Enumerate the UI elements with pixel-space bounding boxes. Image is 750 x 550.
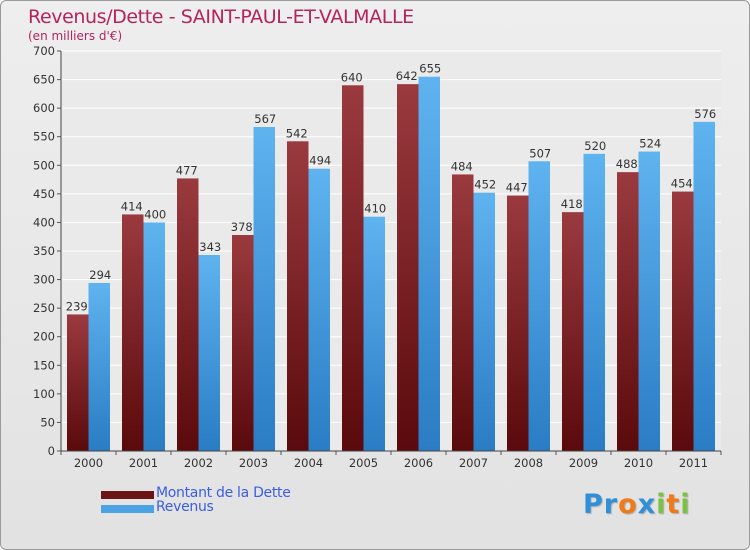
y-tick-label: 550: [33, 130, 55, 144]
y-tick-label: 600: [33, 101, 55, 115]
logo-letter: x: [637, 489, 657, 520]
data-label: 494: [309, 154, 331, 168]
x-tick-label: 2005: [349, 456, 378, 470]
bar-revenus: [88, 283, 110, 451]
y-tick-label: 350: [33, 244, 55, 258]
data-label: 400: [144, 207, 166, 221]
bar-revenus: [198, 255, 220, 451]
y-tick-label: 200: [33, 330, 55, 344]
y-tick-label: 250: [33, 301, 55, 315]
data-label: 488: [616, 157, 638, 171]
bar-dette: [67, 314, 89, 451]
proxiti-logo: Proxiti: [583, 489, 691, 520]
bar-dette: [342, 85, 364, 452]
bar-revenus: [418, 76, 440, 451]
bar-dette: [562, 212, 584, 451]
data-label: 447: [506, 181, 528, 195]
chart-title: Revenus/Dette - SAINT-PAUL-ET-VALMALLE: [28, 6, 414, 28]
legend-swatch-dette: [101, 491, 154, 499]
data-label: 576: [694, 107, 716, 121]
x-tick-label: 2009: [569, 456, 598, 470]
bar-revenus: [638, 151, 660, 452]
y-tick-label: 400: [33, 215, 55, 229]
data-label: 520: [584, 139, 606, 153]
bar-dette: [452, 174, 474, 451]
data-label: 642: [396, 69, 418, 83]
legend-label-dette: Montant de la Dette: [156, 485, 291, 501]
data-label: 524: [639, 137, 661, 151]
bar-revenus: [473, 192, 495, 451]
bar-dette: [617, 172, 639, 451]
bar-revenus: [583, 153, 605, 451]
bar-revenus: [528, 161, 550, 452]
data-label: 454: [671, 177, 693, 191]
bar-dette: [397, 84, 419, 452]
data-label: 484: [451, 159, 473, 173]
x-tick-label: 2010: [624, 456, 653, 470]
data-label: 542: [286, 126, 308, 140]
y-tick-label: 650: [33, 73, 55, 87]
x-tick-label: 2006: [404, 456, 433, 470]
x-tick-label: 2011: [679, 456, 708, 470]
chart-subtitle: (en milliers d'€): [28, 29, 123, 43]
y-tick-label: 700: [33, 44, 55, 58]
logo-letter: i: [680, 489, 691, 520]
data-label: 294: [89, 268, 111, 282]
x-tick-label: 2004: [294, 456, 323, 470]
x-tick-label: 2007: [459, 456, 488, 470]
y-tick-label: 0: [48, 444, 55, 458]
logo-letter: o: [618, 489, 638, 520]
y-tick-label: 300: [33, 273, 55, 287]
logo-letter: t: [666, 489, 681, 520]
data-label: 655: [419, 62, 441, 76]
data-label: 239: [66, 299, 88, 313]
x-tick-label: 2000: [74, 456, 103, 470]
bar-dette: [177, 178, 199, 451]
y-tick-label: 50: [40, 415, 55, 429]
logo-letter: r: [603, 489, 619, 520]
legend-swatch-revenus: [101, 505, 154, 513]
logo-letter: P: [583, 489, 604, 520]
x-tick-label: 2002: [184, 456, 213, 470]
data-label: 343: [199, 240, 221, 254]
bar-revenus: [308, 168, 330, 451]
y-tick-label: 500: [33, 158, 55, 172]
bar-revenus: [693, 121, 715, 451]
y-tick-label: 100: [33, 387, 55, 401]
data-label: 452: [474, 178, 496, 192]
bar-dette: [122, 214, 144, 451]
legend-label-revenus: Revenus: [156, 499, 214, 515]
data-label: 414: [121, 199, 143, 213]
x-tick-label: 2001: [129, 456, 158, 470]
y-tick-label: 450: [33, 187, 55, 201]
bar-revenus: [253, 127, 275, 451]
y-tick-label: 150: [33, 358, 55, 372]
logo-letter: i: [656, 489, 667, 520]
x-tick-label: 2008: [514, 456, 543, 470]
data-label: 567: [254, 112, 276, 126]
bar-dette: [232, 235, 254, 451]
data-label: 418: [561, 197, 583, 211]
data-label: 378: [231, 220, 253, 234]
data-label: 640: [341, 70, 363, 84]
data-label: 410: [364, 202, 386, 216]
bar-dette: [507, 195, 529, 451]
bar-dette: [672, 191, 694, 452]
bar-revenus: [363, 216, 385, 451]
bar-revenus: [143, 222, 165, 451]
x-tick-label: 2003: [239, 456, 268, 470]
bar-dette: [287, 141, 309, 452]
data-label: 477: [176, 163, 198, 177]
data-label: 507: [529, 146, 551, 160]
